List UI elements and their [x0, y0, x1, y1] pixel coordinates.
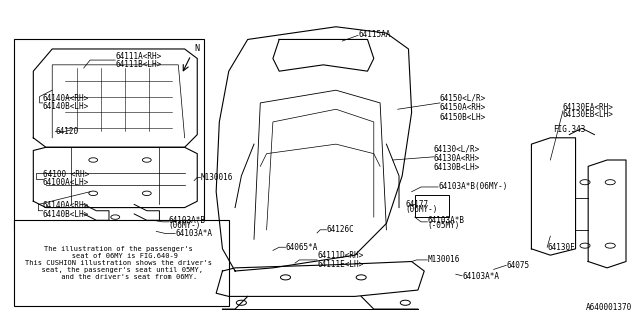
- Text: M130016: M130016: [428, 255, 460, 264]
- Text: 64130B<LH>: 64130B<LH>: [434, 164, 480, 172]
- Text: 64111B<LH>: 64111B<LH>: [115, 60, 161, 69]
- Text: 64100A<LH>: 64100A<LH>: [43, 178, 89, 187]
- Text: 64111D<RH>: 64111D<RH>: [317, 251, 364, 260]
- Text: 64150<L/R>: 64150<L/R>: [440, 94, 486, 103]
- Text: 64111E<LH>: 64111E<LH>: [317, 260, 364, 269]
- Text: 64115AA: 64115AA: [358, 30, 390, 39]
- Bar: [14, 220, 228, 306]
- Text: 64100 <RH>: 64100 <RH>: [43, 170, 89, 179]
- Text: 64111A<RH>: 64111A<RH>: [115, 52, 161, 61]
- Text: 64140A<RH>: 64140A<RH>: [43, 202, 89, 211]
- Text: 64150B<LH>: 64150B<LH>: [440, 113, 486, 122]
- Text: (06MY-): (06MY-): [169, 220, 201, 229]
- Text: 64075: 64075: [506, 261, 529, 270]
- Text: 64140A<RH>: 64140A<RH>: [43, 94, 89, 103]
- Text: (06MY-): (06MY-): [405, 205, 438, 214]
- Text: 64103A*B: 64103A*B: [428, 216, 465, 225]
- FancyBboxPatch shape: [14, 39, 204, 230]
- Text: 64177: 64177: [405, 200, 428, 209]
- Text: FIG.343: FIG.343: [554, 125, 586, 134]
- Text: 64130EA<RH>: 64130EA<RH>: [563, 103, 614, 112]
- Text: 64130A<RH>: 64130A<RH>: [434, 154, 480, 163]
- Text: The illustration of the passenger's
   seat of 06MY is FIG.640-9
This CUSHION il: The illustration of the passenger's seat…: [25, 246, 212, 280]
- Text: (-05MY): (-05MY): [428, 220, 460, 229]
- Text: 64140B<LH>: 64140B<LH>: [43, 102, 89, 111]
- Text: 64130F: 64130F: [547, 243, 575, 252]
- Text: 64130<L/R>: 64130<L/R>: [434, 144, 480, 153]
- Text: 64065*A: 64065*A: [285, 243, 318, 252]
- Text: 64103A*A: 64103A*A: [462, 272, 499, 281]
- Text: 64120: 64120: [56, 127, 79, 136]
- Text: 64140B<LH>: 64140B<LH>: [43, 210, 89, 219]
- Text: M130016: M130016: [200, 173, 233, 182]
- Text: A640001370: A640001370: [586, 303, 632, 312]
- Text: 64150A<RH>: 64150A<RH>: [440, 103, 486, 112]
- Bar: [415, 195, 449, 217]
- Text: N: N: [194, 44, 199, 52]
- Text: 64126C: 64126C: [326, 225, 355, 234]
- Text: 64103A*A: 64103A*A: [175, 229, 212, 238]
- Text: 64103A*B(06MY-): 64103A*B(06MY-): [438, 182, 508, 191]
- Text: 64103A*B: 64103A*B: [169, 216, 206, 225]
- Text: 64130EB<LH>: 64130EB<LH>: [563, 109, 614, 118]
